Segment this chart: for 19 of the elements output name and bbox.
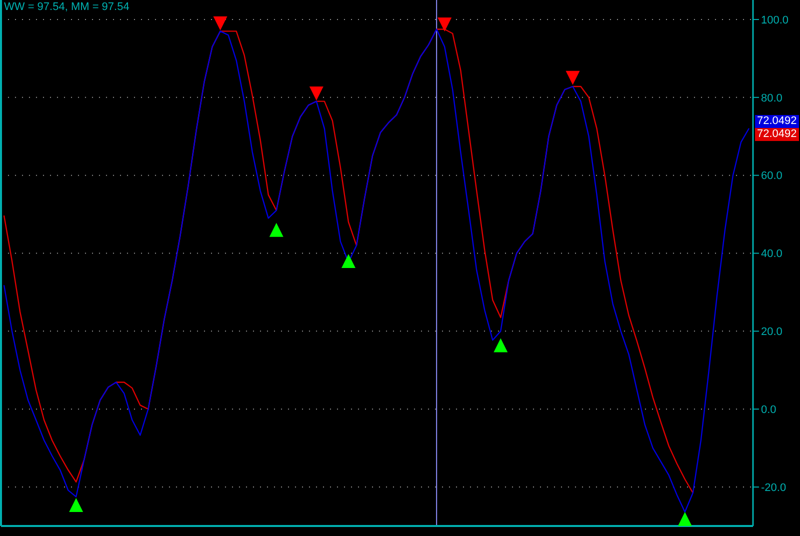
y-tick-label: 40.0	[761, 248, 782, 260]
point	[213, 16, 228, 30]
point	[309, 86, 324, 101]
text: 72.0492	[755, 128, 799, 142]
y-tick-label: -20.0	[761, 482, 786, 494]
point	[566, 70, 580, 85]
data-label: 72.0492	[755, 115, 799, 128]
y-tick-label: 80.0	[761, 92, 782, 104]
chart-title: WW = 97.54, MM = 97.54	[4, 1, 130, 13]
point	[494, 338, 508, 352]
y-tick-label: 0.0	[761, 404, 776, 416]
point	[438, 18, 452, 32]
point	[69, 498, 84, 512]
point	[341, 254, 356, 268]
point	[678, 512, 692, 526]
y-tick-label: 60.0	[761, 170, 782, 182]
point	[269, 222, 284, 237]
y-tick-label: 20.0	[761, 326, 782, 338]
y-tick-label: 100.0	[761, 14, 789, 26]
